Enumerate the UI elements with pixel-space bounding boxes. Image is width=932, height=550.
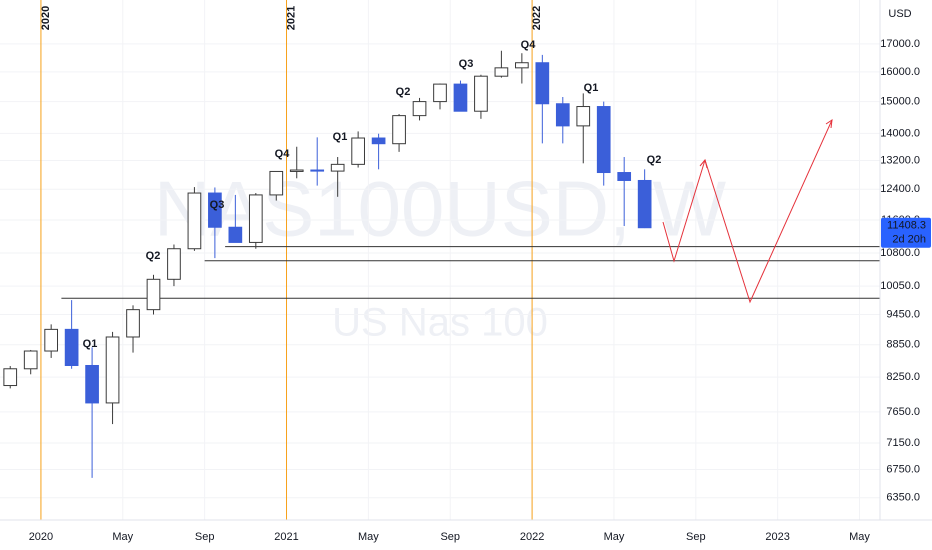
year-label: 2021 <box>285 6 297 30</box>
y-tick-label: 6750.0 <box>886 463 920 475</box>
x-tick-label: May <box>112 531 133 543</box>
x-tick-label: 2021 <box>274 531 298 543</box>
candle-body <box>637 179 652 229</box>
candle-body <box>187 192 202 250</box>
candle-body <box>412 101 427 117</box>
candle-body <box>371 137 386 145</box>
x-tick-label: May <box>358 531 379 543</box>
y-tick-label: 10800.0 <box>880 247 920 259</box>
candle-body <box>494 67 509 77</box>
arrow-head <box>825 118 833 129</box>
candle-body <box>515 62 529 69</box>
axes: 17000.0 16000.0 15000.0 14000.0 13200.0 12400… <box>29 38 931 543</box>
candle-body <box>433 83 447 103</box>
candle-body <box>289 169 304 172</box>
y-tick-label: 7650.0 <box>886 406 920 418</box>
y-tick-label: 8250.0 <box>886 371 920 383</box>
candle-body <box>208 192 222 228</box>
y-tick-label: 16000.0 <box>880 66 920 78</box>
plot: Q1 Q2 Q3 Q4 Q1 Q2 Q3 Q4 Q1 Q2 <box>3 39 880 478</box>
quarter-label: Q4 <box>521 39 537 51</box>
candle-body <box>85 364 99 404</box>
candle-body <box>228 226 243 243</box>
quarter-label: Q4 <box>275 148 291 160</box>
x-tick-label: Sep <box>440 531 460 543</box>
quarter-label: Q2 <box>396 86 411 98</box>
watermark-name: US Nas 100 <box>332 301 548 345</box>
candle-body <box>126 309 140 338</box>
quarter-label: Q1 <box>83 338 98 350</box>
candle-body <box>248 194 263 243</box>
last-price-box <box>881 217 931 248</box>
year-label: 2020 <box>40 6 52 30</box>
candle-body <box>474 75 488 112</box>
grid: 2020 2021 2022 <box>0 0 880 520</box>
candle-body <box>535 62 550 105</box>
quarter-label: Q2 <box>647 154 662 166</box>
x-tick-label: Sep <box>195 531 215 543</box>
x-tick-label: 2022 <box>520 531 544 543</box>
quarter-label: Q2 <box>146 250 161 262</box>
last-price-label: 11408.3 <box>887 220 926 232</box>
candle-body <box>167 248 181 280</box>
projection-path <box>662 159 706 263</box>
y-tick-label: 15000.0 <box>880 96 920 108</box>
quarter-label: Q3 <box>210 199 225 211</box>
candle-body <box>617 172 632 181</box>
quarter-label: Q1 <box>584 82 599 94</box>
quarter-label: Q3 <box>459 58 474 70</box>
candle-body <box>3 368 18 387</box>
y-tick-label: 12400.0 <box>880 183 920 195</box>
x-tick-label: Sep <box>686 531 706 543</box>
projection-path <box>704 119 833 304</box>
candle-body <box>23 350 38 370</box>
y-tick-label: 7150.0 <box>886 437 920 449</box>
x-tick-label: 2020 <box>29 531 53 543</box>
x-tick-label: May <box>604 531 625 543</box>
candle-body <box>453 83 468 112</box>
candle-body <box>64 328 79 366</box>
candle-body <box>555 103 570 127</box>
x-tick-label: 2023 <box>765 531 789 543</box>
projection <box>662 118 833 304</box>
candle-body <box>596 106 611 174</box>
quarter-label: Q1 <box>333 131 348 143</box>
candle-body <box>310 169 325 172</box>
y-tick-label: 14000.0 <box>880 127 920 139</box>
x-tick-label: May <box>849 531 870 543</box>
candle-body <box>330 163 345 172</box>
candle-body <box>351 137 365 165</box>
candle-body <box>269 170 284 196</box>
y-tick-label: 8850.0 <box>886 339 920 351</box>
currency: USD <box>888 8 911 20</box>
candle-body <box>105 336 120 404</box>
y-tick-label: 17000.0 <box>880 38 920 50</box>
y-tick-label: 10050.0 <box>880 280 920 292</box>
y-tick-label: 13200.0 <box>880 154 920 166</box>
candle-body <box>44 328 59 352</box>
candle-body <box>576 106 591 127</box>
y-tick-label: 6350.0 <box>886 492 920 504</box>
y-tick-label: 9450.0 <box>886 308 920 320</box>
candle-body <box>146 278 161 311</box>
candle-body <box>392 115 406 145</box>
year-label: 2022 <box>531 6 543 30</box>
countdown: 2d 20h <box>892 234 926 246</box>
